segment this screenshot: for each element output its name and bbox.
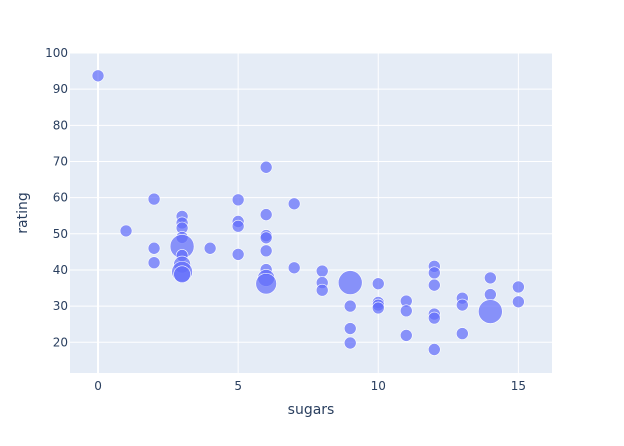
data-point (315, 283, 329, 297)
data-point (428, 311, 441, 325)
y-tick-label: 90 (53, 82, 68, 96)
data-point (287, 261, 301, 275)
data-point (337, 270, 363, 295)
data-point (484, 288, 497, 301)
data-point (428, 343, 441, 356)
data-point (259, 244, 273, 258)
data-point (147, 256, 161, 270)
data-point (478, 299, 503, 324)
data-point (173, 265, 191, 284)
y-tick-label: 60 (53, 191, 68, 205)
data-point (231, 219, 245, 233)
y-tick-label: 40 (53, 263, 68, 277)
y-tick-label: 100 (45, 46, 68, 60)
data-point (512, 280, 525, 294)
data-point (428, 278, 441, 292)
data-point (315, 264, 329, 278)
data-point (512, 295, 525, 309)
data-point (231, 248, 245, 261)
y-axis-title: rating (15, 192, 31, 233)
y-tick-label: 50 (53, 227, 68, 241)
data-point (456, 298, 469, 312)
data-point (255, 272, 277, 295)
data-point (371, 301, 385, 315)
x-tick-labels: 0 5 10 15 (94, 379, 526, 393)
y-tick-label: 70 (53, 154, 68, 168)
y-tick-label: 20 (53, 335, 68, 349)
data-point (147, 192, 161, 206)
data-point (147, 241, 161, 255)
data-point (119, 224, 133, 238)
data-point (203, 241, 217, 255)
x-axis-title: sugars (288, 402, 335, 418)
data-point (399, 329, 413, 342)
data-point (456, 327, 469, 340)
data-point (91, 69, 105, 83)
data-point (259, 231, 273, 245)
data-point (343, 336, 357, 350)
x-tick-label: 5 (234, 379, 242, 393)
data-point (399, 304, 413, 318)
data-points (91, 69, 525, 356)
data-point (259, 208, 273, 221)
y-tick-labels: 20 30 40 50 60 70 80 90 100 (45, 46, 68, 349)
grid-lines (70, 52, 552, 373)
data-point (287, 197, 301, 211)
data-point (343, 322, 357, 335)
data-point (343, 299, 357, 313)
y-tick-label: 30 (53, 299, 68, 313)
x-tick-label: 10 (371, 379, 386, 393)
data-point (231, 193, 245, 207)
data-point (428, 266, 441, 280)
x-tick-label: 15 (511, 379, 526, 393)
x-tick-label: 0 (94, 379, 102, 393)
y-tick-label: 80 (53, 118, 68, 132)
data-point (259, 160, 273, 174)
data-point (484, 271, 497, 285)
data-point (371, 277, 385, 290)
plot-background (70, 53, 552, 373)
